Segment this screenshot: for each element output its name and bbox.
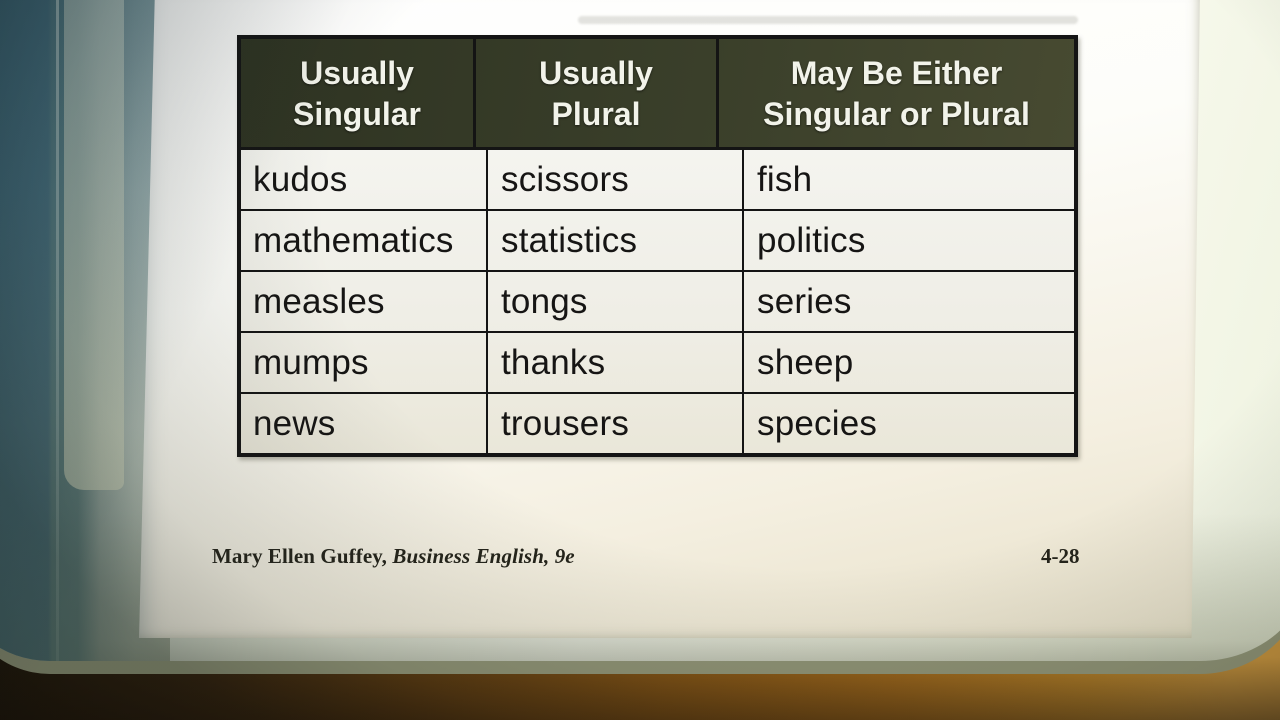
header-either: May Be Either Singular or Plural: [719, 39, 1074, 147]
header-line: May Be Either: [790, 54, 1003, 91]
table-cell: thanks: [488, 333, 744, 392]
grammar-table: Usually Singular Usually Plural May Be E…: [237, 35, 1078, 457]
header-usually-singular: Usually Singular: [241, 39, 476, 147]
credit-book-title: Business English,: [392, 544, 555, 568]
table-row: kudos scissors fish: [241, 150, 1074, 209]
background-edge-line: [56, 0, 59, 661]
table-cell: measles: [241, 272, 488, 331]
table-cell: species: [757, 403, 878, 443]
table-cell: mumps: [241, 333, 488, 392]
table-cell: news: [241, 394, 488, 453]
header-usually-plural: Usually Plural: [476, 39, 719, 147]
header-line: Singular or Plural: [763, 95, 1030, 132]
header-line: Singular: [292, 95, 421, 132]
table-cell: mathematics: [241, 211, 488, 270]
slide-number: 4-28: [1041, 544, 1080, 568]
printed-page: Usually Singular Usually Plural May Be E…: [139, 0, 1200, 638]
credit-edition: 9e: [554, 544, 575, 568]
table-cell: kudos: [241, 150, 488, 209]
header-line: Usually: [300, 54, 414, 91]
credit-author: Mary Ellen Guffey,: [212, 544, 393, 568]
table-cell: trousers: [488, 394, 744, 453]
table-cell: series: [757, 281, 852, 321]
table-cell: tongs: [488, 272, 744, 331]
table-body: kudos scissors fish mathematics statistics po…: [241, 150, 1074, 453]
table-row: mathematics statistics politics: [241, 209, 1074, 270]
header-line: Usually: [539, 54, 653, 91]
table-header-row: Usually Singular Usually Plural May Be E…: [241, 39, 1074, 150]
paper-shadow-smudge: [578, 16, 1078, 24]
table-cell: scissors: [488, 150, 744, 209]
table-row: measles tongs series: [241, 270, 1074, 331]
header-line: Plural: [551, 95, 641, 132]
table-cell: fish: [757, 159, 813, 199]
table-cell: statistics: [488, 211, 744, 270]
table-cell: politics: [757, 220, 866, 260]
table-row: news trousers species: [241, 392, 1074, 453]
table-cell: sheep: [757, 342, 854, 382]
footer-credit: Mary Ellen Guffey, Business English, 9e: [212, 544, 575, 569]
under-sheet-corner: [64, 0, 124, 490]
table-row: mumps thanks sheep: [241, 331, 1074, 392]
